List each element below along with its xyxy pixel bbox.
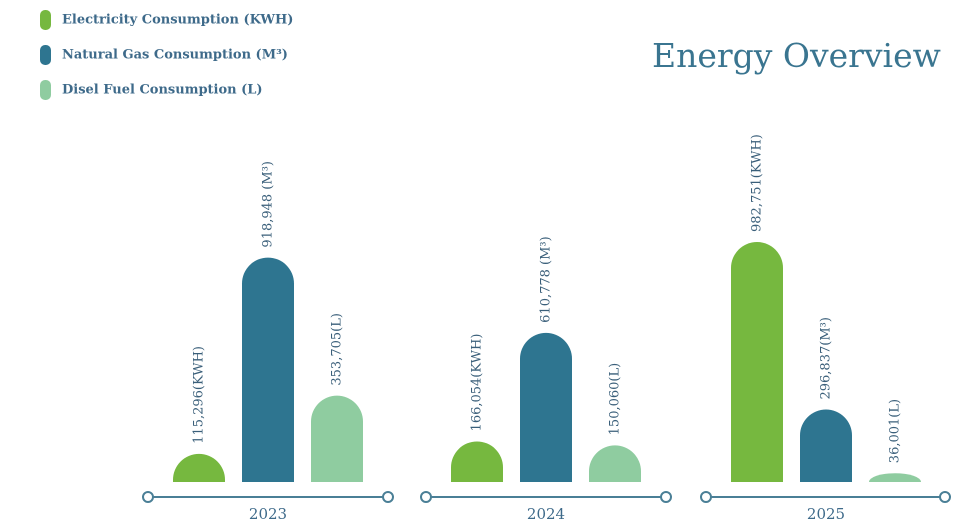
value-label: 296,837(M³) — [819, 317, 834, 399]
bar — [311, 395, 363, 482]
x-tick-label: 2025 — [807, 505, 845, 523]
value-label: 115,296(KWH) — [192, 346, 207, 444]
axis-end — [420, 491, 432, 503]
legend-swatch — [40, 80, 51, 100]
axis-end — [939, 491, 951, 503]
bar — [800, 409, 852, 482]
legend-label: Electricity Consumption (KWH) — [62, 13, 293, 28]
legend-swatch — [40, 10, 51, 30]
bar — [731, 242, 783, 482]
legend-swatch — [40, 45, 51, 65]
value-label: 36,001(L) — [888, 399, 903, 463]
x-tick-label: 2024 — [527, 505, 565, 523]
bar — [869, 473, 921, 482]
axis-end — [142, 491, 154, 503]
bar — [451, 441, 503, 482]
bar — [173, 453, 226, 482]
axis-end — [700, 491, 712, 503]
value-label: 150,060(L) — [608, 363, 623, 436]
value-label: 353,705(L) — [330, 313, 345, 386]
chart-title: Energy Overview — [652, 36, 941, 75]
bar — [589, 445, 641, 482]
bar — [242, 257, 294, 482]
value-label: 166,054(KWH) — [470, 334, 485, 432]
x-tick-label: 2023 — [249, 505, 287, 523]
value-label: 982,751(KWH) — [750, 134, 765, 232]
value-label: 610,778 (M³) — [539, 236, 554, 323]
bar — [520, 332, 572, 482]
axis-end — [382, 491, 394, 503]
legend-label: Natural Gas Consumption (M³) — [62, 48, 288, 63]
axis-end — [660, 491, 672, 503]
value-label: 918,948 (M³) — [261, 161, 276, 248]
legend-label: Disel Fuel Consumption (L) — [62, 83, 263, 98]
